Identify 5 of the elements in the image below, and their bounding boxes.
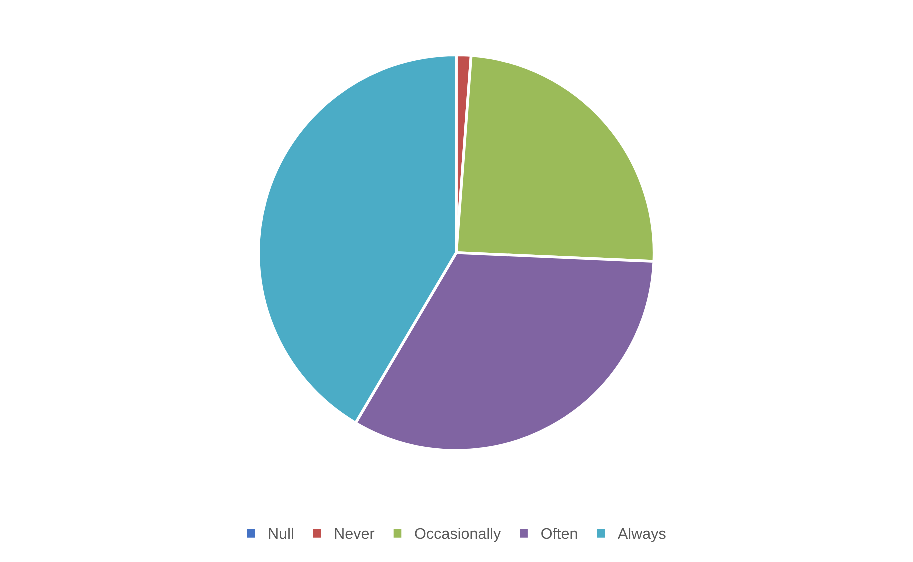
legend-label: Often [542, 528, 578, 540]
legend-label: Always [618, 528, 666, 542]
legend-label: Null [269, 528, 294, 540]
legend-label: Never [335, 528, 375, 540]
legend-label: Occasionally [415, 528, 502, 542]
